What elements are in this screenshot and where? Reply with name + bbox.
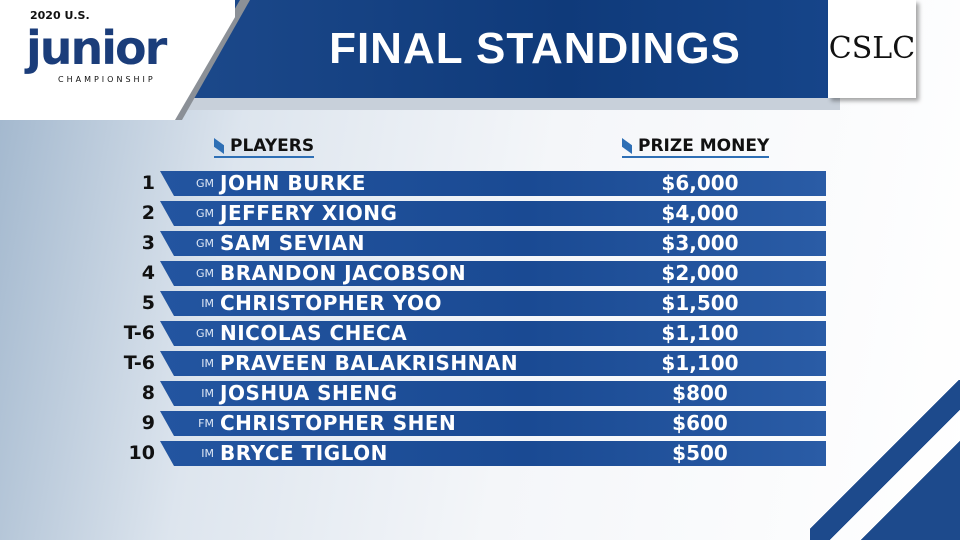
standing-row: 5 IM CHRISTOPHER YOO $1,500 [0, 291, 830, 316]
row-bar [160, 171, 826, 196]
player-name: JEFFERY XIONG [220, 201, 398, 225]
player-title: IM [201, 357, 214, 370]
prize-amount: $800 [672, 381, 728, 405]
player-title: GM [195, 207, 214, 220]
player-title: IM [201, 447, 214, 460]
rank: 3 [141, 232, 155, 254]
player-title: GM [195, 237, 214, 250]
banner-shadow [140, 98, 840, 110]
standing-row: 3 GM SAM SEVIAN $3,000 [0, 231, 830, 256]
rank: 1 [141, 172, 155, 194]
standing-row: 8 IM JOSHUA SHENG $800 [0, 381, 830, 406]
row-bar [160, 201, 826, 226]
standing-row: T-6 GM NICOLAS CHECA $1,100 [0, 321, 830, 346]
rank: 2 [141, 202, 155, 224]
player-name: BRANDON JACOBSON [220, 261, 467, 285]
rank: T-6 [123, 322, 155, 344]
players-label: PLAYERS [230, 136, 315, 156]
standing-row: 10 IM BRYCE TIGLON $500 [0, 441, 830, 466]
row-bar [160, 351, 826, 376]
marker-icon [214, 138, 224, 154]
decorative-stripes [810, 380, 960, 540]
prize-amount: $500 [672, 441, 728, 465]
player-title: GM [195, 267, 214, 280]
standing-row: 2 GM JEFFERY XIONG $4,000 [0, 201, 830, 226]
row-bar [160, 261, 826, 286]
player-name: JOSHUA SHENG [220, 381, 398, 405]
player-name: BRYCE TIGLON [220, 441, 388, 465]
player-title: GM [195, 327, 214, 340]
prize-amount: $2,000 [661, 261, 739, 285]
row-bar [160, 411, 826, 436]
sponsor-logo: CSLC [828, 0, 916, 98]
rank: 10 [128, 442, 155, 464]
rank: 8 [141, 382, 155, 404]
page-title: FINAL STANDINGS [329, 24, 741, 73]
rank: 5 [141, 292, 155, 314]
sponsor-logo-text: CSLC [828, 31, 916, 66]
player-title: FM [198, 417, 214, 430]
player-name: PRAVEEN BALAKRISHNAN [220, 351, 519, 375]
prize-amount: $3,000 [661, 231, 739, 255]
standing-row: 1 GM JOHN BURKE $6,000 [0, 171, 830, 196]
row-bar [160, 291, 826, 316]
rank: 9 [141, 412, 155, 434]
player-title: IM [201, 387, 214, 400]
player-name: SAM SEVIAN [220, 231, 365, 255]
logo-year: 2020 U.S. [30, 9, 90, 22]
logo-sub: CHAMPIONSHIP [58, 75, 156, 84]
standing-row: T-6 IM PRAVEEN BALAKRISHNAN $1,100 [0, 351, 830, 376]
rank: T-6 [123, 352, 155, 374]
row-bar [160, 231, 826, 256]
standing-row: 9 FM CHRISTOPHER SHEN $600 [0, 411, 830, 436]
prize-label: PRIZE MONEY [638, 136, 770, 156]
players-column-header: PLAYERS [214, 136, 315, 158]
player-title: IM [201, 297, 214, 310]
player-title: GM [195, 177, 214, 190]
prize-amount: $6,000 [661, 171, 739, 195]
rank: 4 [141, 262, 155, 284]
logo-main: junior [26, 21, 167, 75]
player-name: CHRISTOPHER YOO [220, 291, 443, 315]
row-bar [160, 381, 826, 406]
marker-icon [622, 138, 632, 154]
header-banner [150, 0, 840, 98]
prize-column-header: PRIZE MONEY [622, 136, 770, 158]
prize-amount: $1,500 [661, 291, 739, 315]
player-name: CHRISTOPHER SHEN [220, 411, 457, 435]
player-name: JOHN BURKE [220, 171, 366, 195]
standing-row: 4 GM BRANDON JACOBSON $2,000 [0, 261, 830, 286]
row-bar [160, 321, 826, 346]
row-bar [160, 441, 826, 466]
prize-amount: $1,100 [661, 321, 739, 345]
player-name: NICOLAS CHECA [220, 321, 408, 345]
prize-amount: $600 [672, 411, 728, 435]
prize-amount: $4,000 [661, 201, 739, 225]
prize-amount: $1,100 [661, 351, 739, 375]
